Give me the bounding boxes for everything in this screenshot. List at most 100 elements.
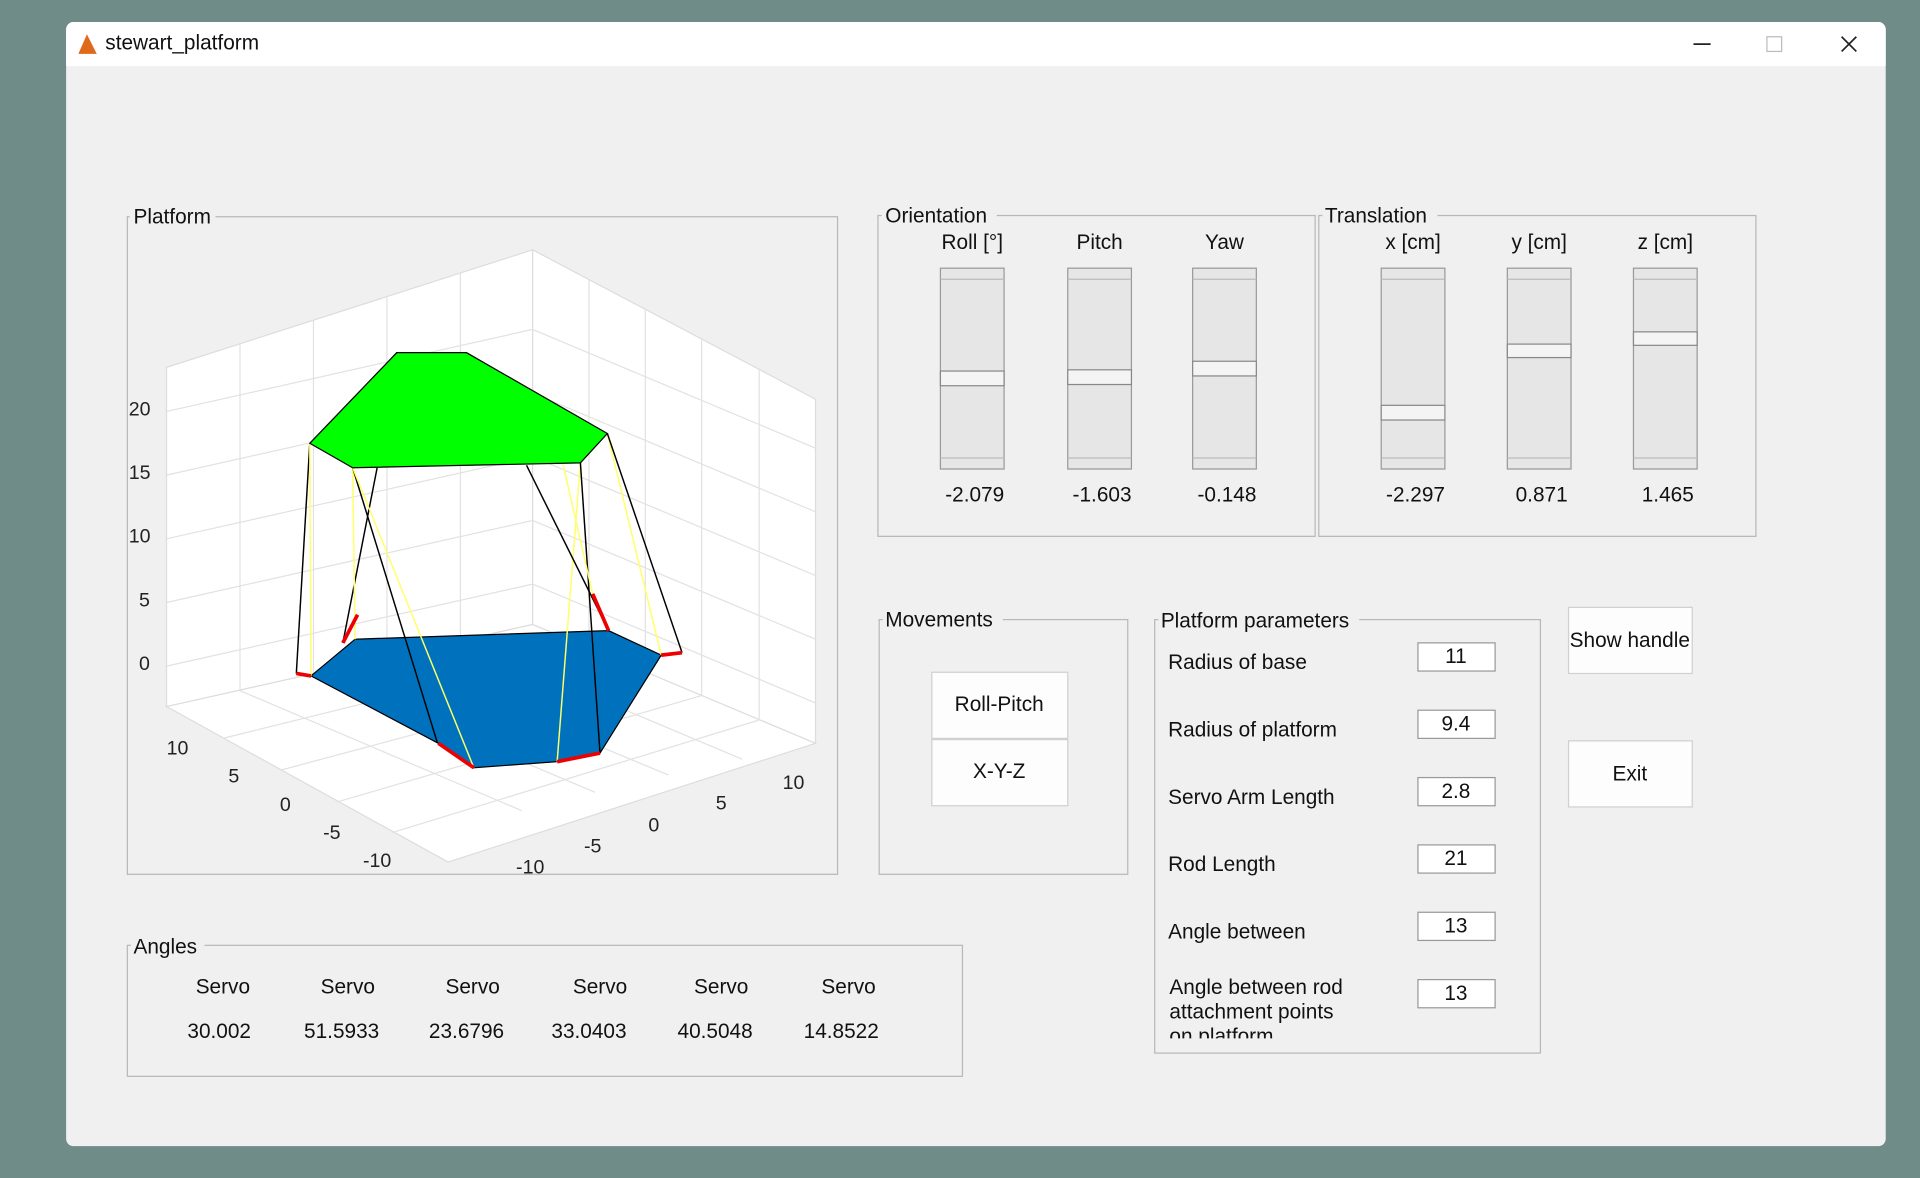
slider[interactable] (1506, 267, 1572, 470)
x-tick-label: -5 (584, 836, 602, 858)
slider-value: -2.297 (1386, 483, 1445, 506)
servo-value: 30.002 (187, 1020, 251, 1043)
title-bar (66, 22, 1886, 67)
slider-label: Yaw (1205, 231, 1245, 254)
z-tick-label: 5 (139, 589, 150, 611)
z-tick-label: 20 (129, 398, 151, 420)
movements-frame (878, 619, 1129, 875)
z-tick-label: 15 (129, 462, 151, 484)
servo-label: Servo (196, 976, 250, 999)
field-input[interactable] (1417, 911, 1496, 942)
field-input[interactable] (1417, 642, 1496, 672)
button-label: Show handle (1570, 629, 1690, 652)
field-label: Angle between rod attachment points on pla… (1169, 976, 1342, 1048)
slider-thumb[interactable] (939, 370, 1005, 387)
servo-arms (296, 593, 683, 770)
slider-label: x [cm] (1385, 231, 1440, 254)
legend-bg (1322, 205, 1438, 228)
y-tick-label: 5 (228, 766, 239, 788)
field-value: 13 (1444, 914, 1467, 937)
frame (126, 216, 839, 875)
servo-value: 40.5048 (678, 1020, 753, 1043)
top-platform (308, 352, 609, 469)
slider-thumb[interactable] (1380, 404, 1446, 421)
panel-title: Movements (885, 608, 993, 631)
x-tick-label: 0 (648, 815, 659, 837)
y-tick-label: 0 (280, 794, 291, 816)
servo-label: Servo (445, 976, 499, 999)
slider-value: 1.465 (1642, 483, 1694, 506)
slider[interactable] (1067, 267, 1133, 470)
field-input[interactable] (1417, 709, 1496, 739)
roll-pitch-button[interactable] (931, 671, 1069, 739)
legend-bg (129, 205, 216, 228)
slider-thumb[interactable] (1632, 331, 1698, 346)
field-label: Radius of base (1168, 651, 1307, 674)
slider-label: z [cm] (1638, 231, 1693, 254)
slider-thumb[interactable] (1067, 369, 1133, 386)
servo-value: 33.0403 (551, 1020, 626, 1043)
slider-thumb[interactable] (1192, 360, 1257, 377)
legend-bg (882, 609, 1003, 632)
close[interactable] (1841, 36, 1857, 53)
button-label: Exit (1612, 763, 1647, 786)
servo-value: 51.5933 (304, 1020, 379, 1043)
servo-value: 14.8522 (804, 1020, 879, 1043)
y-tick-label: -10 (363, 850, 391, 872)
field-value: 13 (1444, 982, 1467, 1005)
servo-value: 23.6796 (429, 1020, 504, 1043)
field-label: Angle between (1168, 921, 1306, 944)
orientation-frame (877, 214, 1316, 537)
field-value: 2.8 (1441, 780, 1470, 803)
slider-value: 0.871 (1516, 483, 1568, 506)
maximize[interactable] (1766, 36, 1783, 53)
panel-title: Angles (133, 935, 197, 958)
panel-title: Orientation (885, 204, 987, 227)
servo-label: Servo (321, 976, 375, 999)
z-tick-label: 0 (139, 653, 150, 675)
x-tick-label: 5 (716, 793, 727, 815)
field-value: 21 (1444, 847, 1467, 870)
button-label: Roll-Pitch (955, 693, 1044, 716)
slider[interactable] (1380, 267, 1446, 470)
panel-title: Translation (1325, 204, 1427, 227)
slider-label: Roll [°] (942, 231, 1003, 254)
x-tick-label: 10 (783, 772, 805, 794)
show-handle-button[interactable] (1567, 606, 1693, 675)
slider-thumb[interactable] (1506, 343, 1572, 359)
field-label: Rod Length (1168, 853, 1276, 876)
window-title: stewart_platform (105, 32, 259, 55)
field-input[interactable] (1417, 979, 1496, 1009)
translation-frame (1318, 214, 1757, 537)
legend-bg (881, 205, 997, 228)
servo-label: Servo (694, 976, 748, 999)
platform-panel: Platform (126, 205, 839, 875)
slider-label: y [cm] (1511, 231, 1566, 254)
angles-frame (126, 944, 964, 1077)
button-label: X-Y-Z (973, 760, 1026, 783)
x-tick-label: -10 (516, 856, 544, 878)
servo-label: Servo (573, 976, 627, 999)
slider[interactable] (1632, 267, 1698, 470)
servo-label: Servo (821, 976, 875, 999)
rods (295, 433, 683, 769)
xyz-button[interactable] (931, 739, 1069, 807)
slider[interactable] (939, 267, 1005, 470)
slider-label: Pitch (1076, 231, 1122, 254)
slider-value: -0.148 (1197, 483, 1256, 506)
panel-title: Platform parameters (1161, 610, 1349, 633)
field-label: Servo Arm Length (1168, 786, 1334, 809)
field-input[interactable] (1417, 844, 1496, 874)
app-icon (78, 34, 97, 54)
slider-value: -2.079 (945, 483, 1004, 506)
panel-title: Platform (133, 205, 210, 228)
legend-bg (1158, 609, 1360, 632)
field-value: 11 (1445, 645, 1467, 668)
field-value: 9.4 (1441, 712, 1470, 735)
exit-button[interactable] (1567, 740, 1693, 808)
z-tick-label: 10 (129, 526, 151, 548)
y-tick-label: 10 (167, 738, 189, 760)
field-input[interactable] (1417, 776, 1496, 807)
